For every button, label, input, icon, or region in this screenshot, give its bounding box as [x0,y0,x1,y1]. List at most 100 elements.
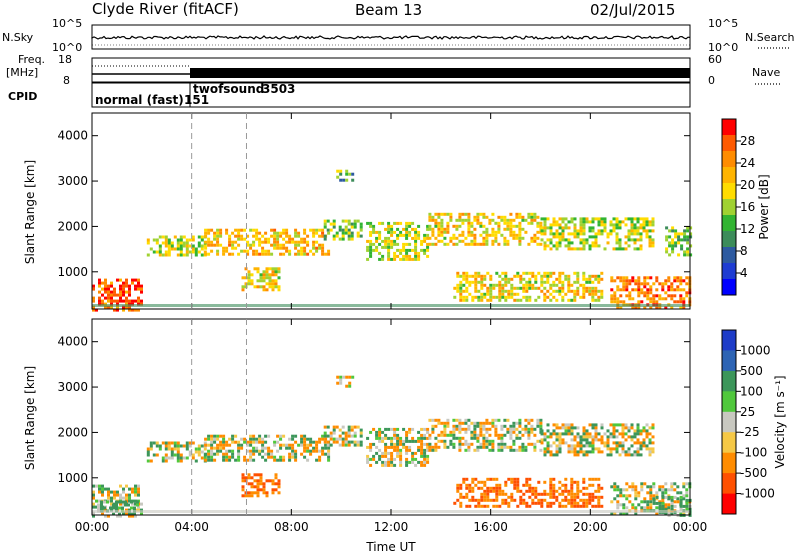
echo-cell [348,381,352,385]
echo-cell [679,282,683,286]
echo-cell [616,494,620,498]
echo-cell [387,239,391,243]
echo-cell [476,433,480,437]
echo-cell [555,244,559,248]
echo-cell [247,270,251,274]
echo-cell [552,441,556,445]
echo-cell [476,242,480,246]
echo-cell [685,482,689,486]
echo-cell [462,480,466,484]
echo-cell [501,489,505,493]
echo-cell [624,235,628,239]
echo-cell [686,226,690,230]
echo-cell [279,234,283,238]
echo-cell [247,491,251,495]
echo-cell [137,493,140,497]
echo-cell [225,443,229,447]
echo-cell [531,486,535,490]
echo-cell [267,237,271,241]
echo-cell [524,448,528,452]
echo-cell [665,247,669,251]
echo-cell [465,295,469,299]
echo-cell [390,436,394,440]
echo-cell [459,483,463,487]
echo-cell [387,224,391,228]
echo-cell [384,436,388,440]
echo-cell [237,440,241,444]
echo-cell [327,452,331,456]
echo-cell [683,229,687,233]
echo-cell [396,436,400,440]
echo-cell [664,291,668,295]
echo-cell [161,241,165,245]
echo-cell [591,217,595,221]
echo-cell [461,427,465,431]
echo-cell [462,271,466,275]
echo-cell [567,220,571,224]
echo-cell [555,223,559,227]
echo-cell [531,498,535,502]
echo-cell [522,286,526,290]
echo-cell [194,459,198,463]
echo-cell [216,446,220,450]
echo-cell [249,228,253,232]
echo-cell [197,447,201,451]
echo-cell [294,434,298,438]
echo-cell [591,286,595,290]
echo-cell [264,458,268,462]
echo-cell [241,488,245,492]
echo-cell [546,504,550,508]
echo-cell [268,285,272,289]
echo-cell [219,234,223,238]
echo-cell [594,429,598,433]
echo-cell [381,257,385,261]
echo-cell [528,486,532,490]
echo-cell [543,286,547,290]
echo-cell [167,244,171,248]
echo-cell [570,477,574,481]
echo-cell [546,450,550,454]
echo-cell [285,249,289,253]
echo-cell [689,226,693,230]
echo-cell [264,440,268,444]
echo-cell [558,501,562,505]
echo-cell [668,241,672,245]
echo-cell [482,427,486,431]
echo-cell [509,433,513,437]
echo-cell [573,438,577,442]
echo-cell [179,244,183,248]
echo-cell [453,295,457,299]
echo-cell [640,500,644,504]
echo-cell [98,484,101,488]
echo-cell [582,220,586,224]
echo-cell [498,295,502,299]
echo-cell [332,425,336,429]
echo-cell [252,440,256,444]
echo-cell [191,250,195,254]
echo-cell [164,238,168,242]
echo-cell [570,432,574,436]
echo-cell [255,252,259,256]
echo-cell [282,252,286,256]
colorbar-swatch [722,279,736,296]
echo-cell [167,456,171,460]
echo-cell [265,494,269,498]
echo-cell [318,234,322,238]
echo-cell [492,486,496,490]
echo-cell [486,492,490,496]
echo-cell [473,433,477,437]
echo-cell [327,458,331,462]
echo-cell [486,271,490,275]
echo-cell [353,440,357,444]
echo-cell [122,293,125,297]
echo-cell [458,215,462,219]
echo-cell [146,459,150,463]
echo-cell [393,242,397,246]
echo-cell [546,289,550,293]
echo-cell [625,497,629,501]
echo-cell [643,506,647,510]
echo-cell [247,276,251,280]
echo-cell [455,424,459,428]
echo-cell [134,502,137,506]
echo-cell [679,495,683,499]
